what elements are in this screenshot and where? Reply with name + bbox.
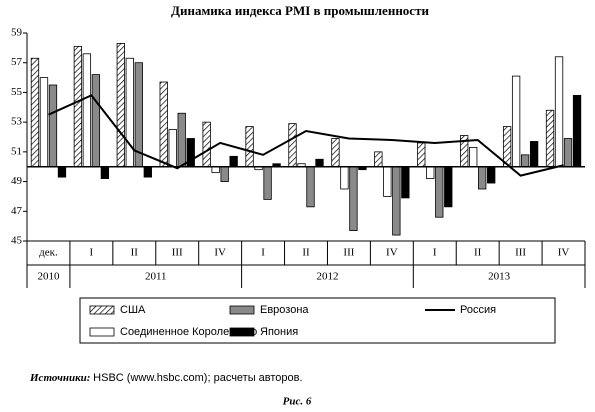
y-tick-label: 55 [11, 86, 23, 98]
bar [306, 166, 315, 208]
bar [374, 151, 383, 168]
chart-title: Динамика индекса PMI в промышленности [171, 3, 429, 18]
bar [529, 141, 539, 168]
bar [229, 155, 238, 168]
year-label: 2010 [37, 271, 60, 283]
bar [82, 53, 92, 168]
bar [315, 158, 324, 168]
bar [168, 129, 177, 168]
bar [417, 142, 426, 168]
y-tick-label: 51 [11, 145, 22, 157]
y-tick-label: 47 [11, 205, 23, 217]
x-tick-label: III [172, 247, 183, 259]
bar [202, 121, 211, 168]
bar [220, 166, 229, 182]
legend-label: США [120, 304, 146, 316]
legend-box [79, 297, 556, 344]
x-tick-label: I [261, 247, 265, 259]
x-tick-label: III [515, 247, 526, 259]
bar [487, 166, 496, 184]
x-tick-label: III [343, 247, 354, 259]
bar [340, 166, 349, 190]
x-tick-label: IV [386, 247, 398, 259]
legend-swatch [89, 327, 115, 337]
bar [520, 154, 530, 168]
x-tick-label: I [433, 247, 437, 259]
bar [401, 166, 410, 199]
bar [511, 75, 521, 168]
bar [502, 126, 512, 168]
bar [177, 112, 186, 168]
legend-swatch [229, 327, 255, 337]
bar [478, 166, 487, 190]
line-russia [48, 94, 564, 177]
caption: Рис. 6 [283, 396, 312, 408]
bar [159, 81, 168, 168]
bar [48, 84, 58, 168]
bar [426, 166, 435, 179]
bar [392, 166, 401, 236]
year-label: 2012 [316, 271, 338, 283]
bar [349, 166, 358, 231]
year-label: 2013 [488, 271, 511, 283]
bar [125, 57, 134, 168]
bar [30, 57, 40, 168]
bar [73, 45, 83, 168]
bar [91, 74, 101, 168]
bar [211, 166, 220, 174]
legend-label: Еврозона [260, 304, 309, 316]
bar [288, 123, 297, 168]
legend-label: Россия [460, 304, 496, 316]
x-tick-label: IV [558, 247, 570, 259]
bar [545, 109, 555, 168]
bar [572, 95, 582, 168]
y-tick-label: 53 [11, 116, 23, 128]
bar [435, 166, 444, 218]
bar [57, 166, 67, 178]
x-tick-label: дек. [39, 247, 58, 259]
bar [554, 56, 564, 168]
bar [116, 43, 125, 168]
bar [100, 166, 110, 179]
bar [444, 166, 453, 208]
source-text: HSBC (www.hsbc.com); расчеты авторов. [93, 372, 302, 384]
x-tick-label: II [131, 247, 139, 259]
x-tick-label: I [90, 247, 94, 259]
source: Источники: HSBC (www.hsbc.com); расчеты … [29, 372, 303, 384]
x-tick-label: II [302, 247, 310, 259]
bar [469, 146, 478, 168]
bar [39, 77, 49, 168]
y-tick-label: 57 [11, 56, 23, 68]
legend-swatch [89, 305, 115, 315]
bar [245, 126, 254, 168]
legend-label: Япония [260, 326, 298, 338]
bar [383, 166, 392, 197]
x-tick-label: II [474, 247, 482, 259]
source-label: Источники: [29, 372, 90, 384]
bar [143, 166, 152, 178]
x-tick-label: IV [214, 247, 226, 259]
bar [563, 138, 573, 168]
bar [263, 166, 272, 200]
year-label: 2011 [145, 271, 167, 283]
y-tick-label: 49 [11, 175, 23, 187]
bar [331, 138, 340, 168]
legend-swatch [229, 305, 255, 315]
y-tick-label: 59 [11, 27, 23, 39]
y-tick-label: 45 [11, 235, 23, 247]
legend-label: Соединенное Королевство [120, 326, 257, 338]
